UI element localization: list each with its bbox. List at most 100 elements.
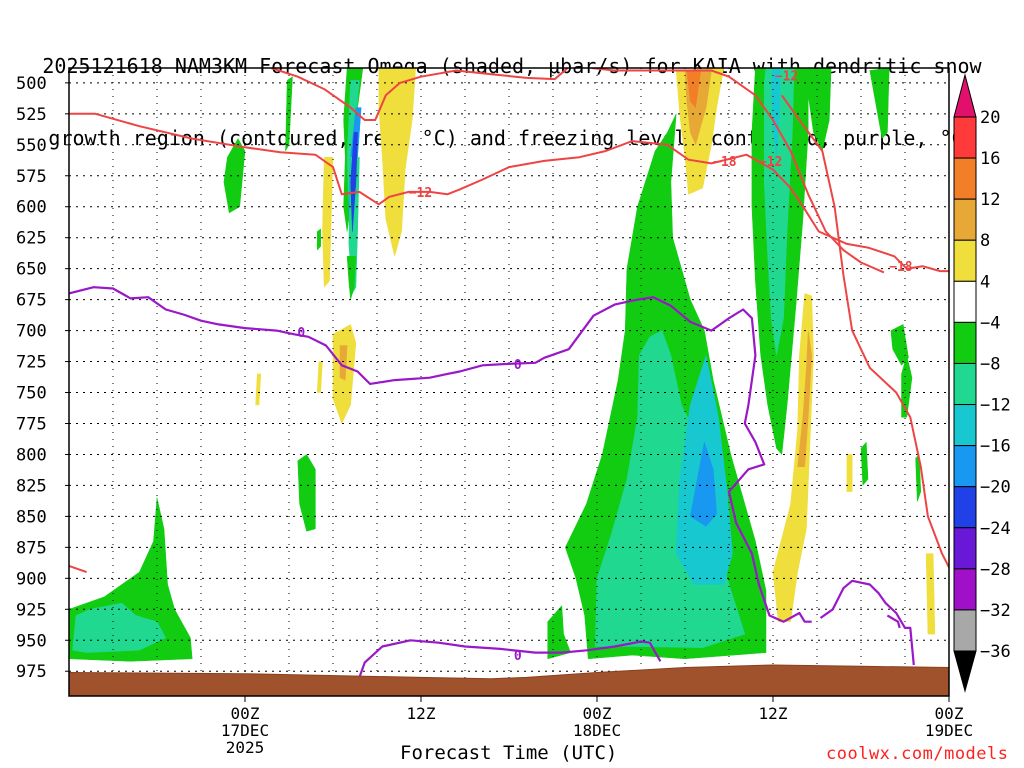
omega-cell	[339, 345, 348, 381]
x-tick-label: 12Z	[407, 704, 436, 723]
y-tick-label: 950	[16, 631, 47, 651]
colorbar-label: −24	[980, 519, 1011, 539]
colorbar-label: 16	[980, 149, 1000, 169]
plot-area	[69, 68, 1024, 696]
dendritic-contour-label: −18	[713, 155, 737, 170]
x-tick-label: 17DEC	[221, 721, 269, 740]
colorbar-label: −28	[980, 560, 1011, 580]
omega-cell	[690, 442, 717, 527]
y-tick-label: 525	[16, 105, 47, 125]
colorbar-label: −32	[980, 601, 1011, 621]
omega-cell	[869, 68, 890, 140]
dendritic-contour-line	[1014, 318, 1024, 491]
colorbar-label: −16	[980, 437, 1011, 457]
x-tick-label: 00Z	[231, 704, 260, 723]
credit-link[interactable]: coolwx.com/models	[826, 744, 1009, 764]
y-tick-label: 825	[16, 476, 47, 496]
colorbar-bin	[953, 280, 977, 323]
omega-cell	[322, 156, 334, 288]
omega-cell	[846, 454, 853, 492]
y-tick-label: 575	[16, 167, 47, 187]
x-tick-label: 2025	[226, 738, 265, 757]
colorbar: 20 16 12 8 4 −4 −8 −12 −16 −20 −24 −28 −32 −36	[953, 73, 1011, 693]
colorbar-bin	[953, 404, 977, 447]
y-axis-ticks: 500 525 550 575 600 625 650 675 700 725 750 775 800 8…	[16, 74, 69, 682]
omega-cell	[316, 361, 323, 393]
y-tick-label: 750	[16, 384, 47, 404]
colorbar-bottom-arrow	[953, 650, 977, 693]
omega-cell	[860, 441, 869, 487]
y-tick-label: 725	[16, 353, 47, 373]
y-tick-label: 875	[16, 538, 47, 558]
omega-cell	[350, 132, 358, 232]
colorbar-bin	[953, 486, 977, 529]
freezing-contour-label: 0	[514, 358, 522, 373]
omega-cell	[772, 293, 814, 622]
grid-lines	[69, 68, 949, 696]
dendritic-contour-line	[69, 112, 949, 273]
omega-cell	[346, 256, 357, 300]
colorbar-bin	[953, 362, 977, 406]
colorbar-bin	[953, 321, 977, 364]
colorbar-label: −8	[980, 354, 1000, 374]
y-tick-label: 625	[16, 229, 47, 249]
omega-cell	[925, 553, 936, 635]
colorbar-label: −4	[980, 313, 1000, 333]
dendritic-contour-label: −18	[889, 260, 913, 275]
omega-cell	[255, 373, 262, 406]
omega-shading	[69, 68, 936, 662]
colorbar-label: −12	[980, 396, 1011, 416]
omega-cell	[547, 604, 571, 660]
omega-cell	[316, 228, 321, 251]
dendritic-contour-label: −12	[759, 155, 782, 170]
x-tick-label: 12Z	[759, 704, 788, 723]
y-tick-label: 600	[16, 198, 47, 218]
freezing-contour-line	[69, 286, 812, 623]
y-tick-label: 550	[16, 136, 47, 156]
x-tick-label: 18DEC	[573, 721, 621, 740]
omega-cell	[297, 454, 316, 532]
colorbar-bin	[953, 527, 977, 570]
colorbar-label: −20	[980, 478, 1011, 498]
colorbar-bin	[953, 609, 977, 652]
colorbar-bin	[953, 116, 977, 159]
colorbar-bin	[953, 157, 977, 200]
x-tick-label: 00Z	[583, 704, 612, 723]
y-tick-label: 700	[16, 322, 47, 342]
colorbar-label: 8	[980, 231, 990, 251]
freezing-contour-line	[819, 579, 915, 666]
y-tick-label: 775	[16, 414, 47, 434]
omega-cell	[285, 76, 293, 152]
terrain-fill	[69, 664, 949, 696]
omega-cell	[763, 68, 795, 356]
dendritic-contour-line	[780, 94, 949, 570]
colorbar-label: 20	[980, 108, 1000, 128]
colorbar-label: −36	[980, 642, 1011, 662]
y-tick-label: 650	[16, 260, 47, 280]
omega-cell	[770, 68, 781, 158]
freezing-contour-label: 0	[514, 649, 522, 664]
omega-cell	[378, 68, 416, 258]
contour-labels: −12 −12 −18 −18 −12 0 0 0	[297, 69, 912, 664]
plot-frame	[68, 67, 950, 697]
dendritic-contour-line	[271, 68, 570, 121]
y-tick-label: 800	[16, 445, 47, 465]
x-tick-label: 00Z	[935, 704, 964, 723]
omega-cell	[72, 602, 167, 653]
freezing-contours	[69, 286, 915, 678]
freezing-contour-label: 0	[297, 326, 305, 341]
y-tick-label: 500	[16, 74, 47, 94]
y-tick-label: 925	[16, 600, 47, 620]
terrain-band	[69, 664, 949, 696]
colorbar-label: 12	[980, 190, 1000, 210]
freezing-contour-line	[358, 639, 662, 678]
x-axis-label: Forecast Time (UTC)	[400, 742, 618, 764]
colorbar-bin	[953, 198, 977, 241]
omega-cell	[223, 138, 246, 214]
y-tick-label: 850	[16, 507, 47, 527]
omega-cell	[797, 330, 812, 468]
omega-cell	[901, 354, 913, 418]
colorbar-bin	[953, 239, 977, 282]
